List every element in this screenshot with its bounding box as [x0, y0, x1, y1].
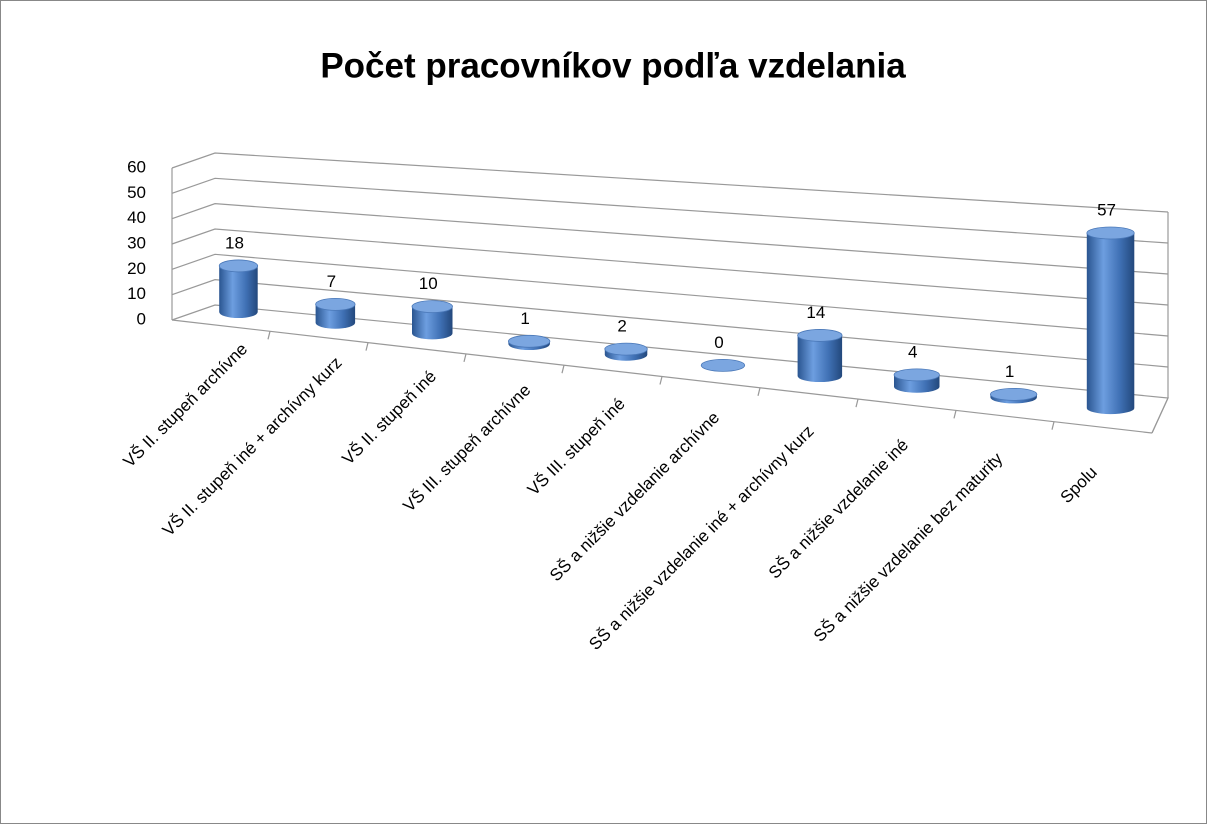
data-label: 1 — [1005, 362, 1014, 381]
x-tick — [757, 387, 761, 396]
x-tick — [953, 410, 957, 419]
bar-top — [508, 334, 551, 348]
x-tick — [463, 353, 467, 363]
y-tick-label: 60 — [127, 157, 146, 176]
grid-line — [171, 177, 1169, 244]
bar — [1086, 232, 1135, 415]
axis-line — [1151, 397, 1169, 434]
y-tick-label: 40 — [127, 208, 146, 227]
x-tick — [267, 331, 271, 340]
bar-top — [218, 259, 259, 273]
data-label: 1 — [520, 309, 529, 328]
bar — [797, 335, 843, 383]
bar-top — [411, 300, 453, 314]
data-label: 7 — [327, 272, 336, 291]
data-label: 57 — [1097, 200, 1116, 219]
x-tick — [561, 365, 565, 374]
bar-top — [700, 358, 746, 372]
chart-title: Počet pracovníkov podľa vzdelania — [320, 46, 906, 85]
data-label: 2 — [617, 317, 626, 336]
bar-top — [315, 297, 356, 311]
x-tick — [365, 342, 369, 351]
data-label: 14 — [806, 303, 825, 322]
y-tick-label: 30 — [127, 233, 146, 252]
x-tick — [659, 376, 663, 385]
grid-line — [171, 279, 1169, 368]
grid-line — [171, 253, 1169, 337]
grid-line — [171, 152, 1169, 213]
y-tick-label: 10 — [127, 284, 146, 303]
x-tick — [1051, 421, 1055, 430]
x-tick — [855, 398, 859, 408]
bar-top — [797, 329, 843, 342]
data-label: 18 — [225, 233, 244, 252]
y-tick-label: 0 — [137, 309, 146, 328]
bar-top — [990, 387, 1038, 401]
data-label: 4 — [908, 342, 917, 361]
y-tick-label: 20 — [127, 259, 146, 278]
grid-line — [171, 203, 1169, 275]
bar-top — [604, 342, 648, 356]
grid-line — [171, 228, 1169, 306]
data-label: 0 — [714, 333, 723, 352]
bar — [412, 306, 453, 340]
bar-top — [1086, 226, 1135, 240]
bar — [219, 265, 258, 319]
y-tick-label: 50 — [127, 183, 146, 202]
bar — [315, 304, 356, 329]
bar-top — [893, 368, 940, 382]
data-label: 10 — [419, 274, 438, 293]
